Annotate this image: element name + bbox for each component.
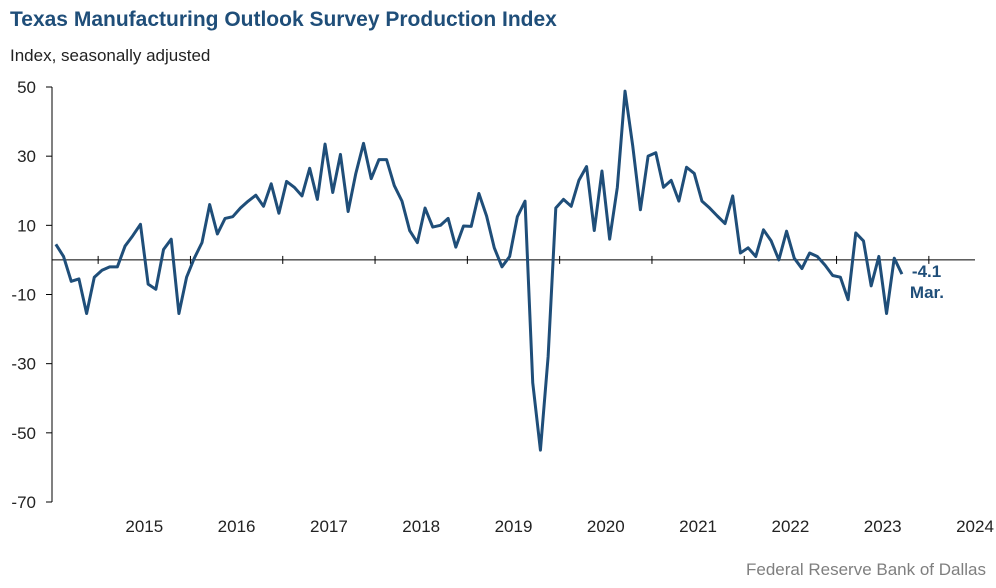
y-tick-label: -10 <box>11 286 36 305</box>
x-tick-label: 2018 <box>402 517 440 536</box>
series-line-production-index <box>54 89 904 452</box>
y-tick-label: 50 <box>17 78 36 97</box>
x-tick-label: 2021 <box>679 517 717 536</box>
last-value-label: -4.1 <box>912 262 941 281</box>
x-tick-label: 2016 <box>218 517 256 536</box>
y-tick-label: 30 <box>17 147 36 166</box>
source-credit: Federal Reserve Bank of Dallas <box>745 560 986 579</box>
x-axis-ticks: 2015 2016 2017 2018 2019 2020 2021 2022 2023 2024 <box>97 255 994 536</box>
chart-title: Texas Manufacturing Outlook Survey Produ… <box>10 8 557 31</box>
x-tick-label: 2020 <box>587 517 625 536</box>
x-tick-label: 2019 <box>495 517 533 536</box>
x-tick-label: 2023 <box>864 517 902 536</box>
y-tick-label: 10 <box>17 216 36 235</box>
x-tick-label: 2024 <box>956 517 994 536</box>
x-tick-label: 2017 <box>310 517 348 536</box>
last-month-label: Mar. <box>910 283 944 302</box>
y-axis-unit-label: Index, seasonally adjusted <box>10 46 211 65</box>
y-axis-ticks: 50 30 10 -10 -30 -50 -70 <box>11 78 52 512</box>
y-tick-label: -70 <box>11 493 36 512</box>
x-tick-label: 2015 <box>125 517 163 536</box>
x-tick-label: 2022 <box>771 517 809 536</box>
y-tick-label: -50 <box>11 424 36 443</box>
y-tick-label: -30 <box>11 355 36 374</box>
